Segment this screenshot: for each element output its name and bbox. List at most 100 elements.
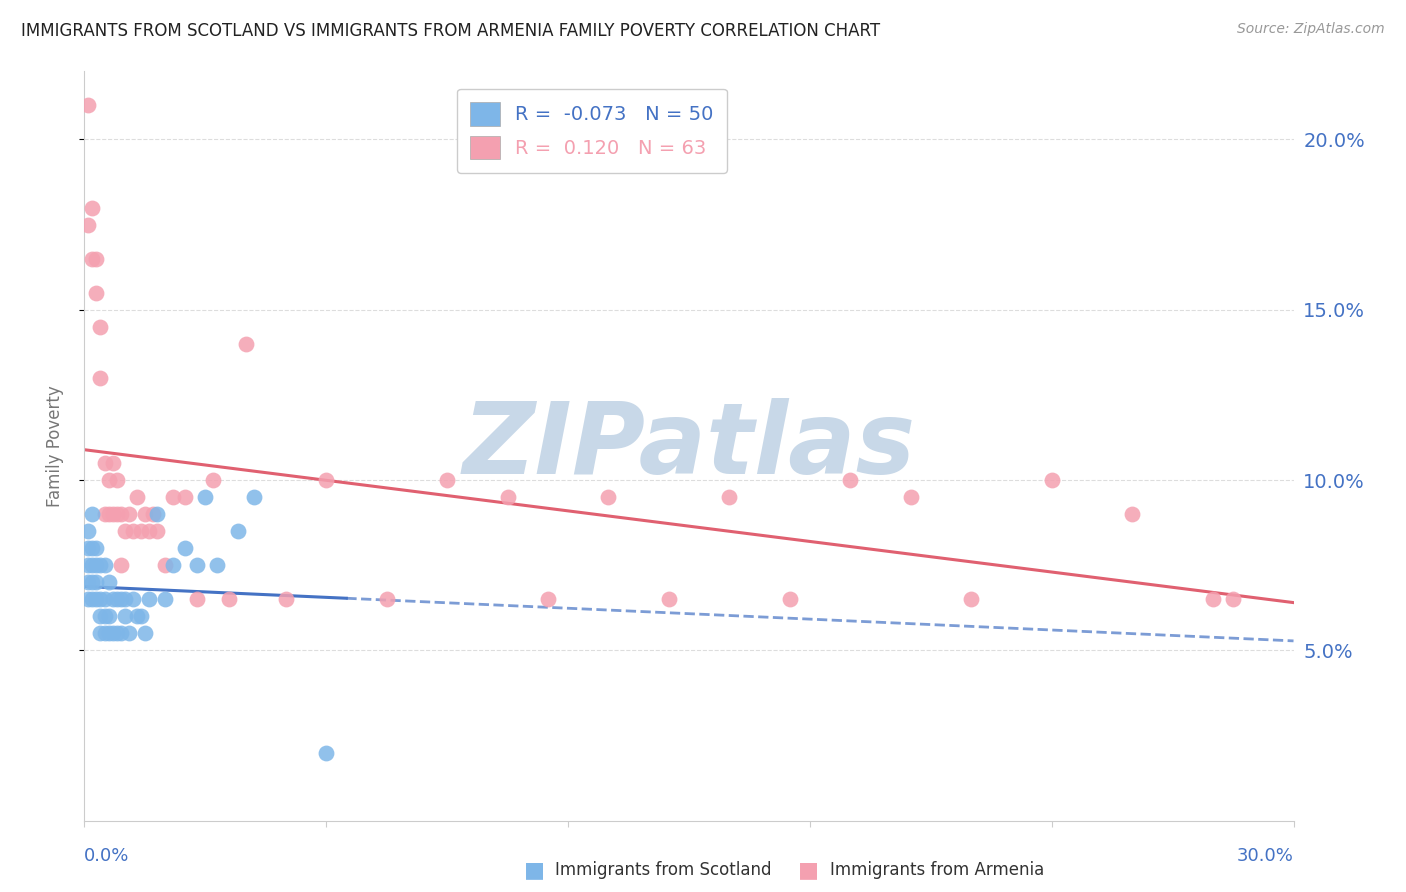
Point bbox=[86, 558, 108, 573]
Point bbox=[77, 218, 100, 232]
Point bbox=[162, 490, 184, 504]
Y-axis label: Family Poverty: Family Poverty bbox=[45, 385, 63, 507]
Point bbox=[110, 558, 132, 573]
Point bbox=[174, 541, 197, 556]
Point bbox=[77, 558, 100, 573]
Point bbox=[82, 201, 104, 215]
Point bbox=[658, 592, 681, 607]
Point bbox=[1040, 473, 1063, 487]
Point bbox=[86, 575, 108, 590]
Text: IMMIGRANTS FROM SCOTLAND VS IMMIGRANTS FROM ARMENIA FAMILY POVERTY CORRELATION C: IMMIGRANTS FROM SCOTLAND VS IMMIGRANTS F… bbox=[21, 22, 880, 40]
Point bbox=[839, 473, 862, 487]
Point bbox=[315, 473, 337, 487]
Point bbox=[202, 473, 225, 487]
Point bbox=[1202, 592, 1225, 607]
Point bbox=[1222, 592, 1244, 607]
Text: Immigrants from Scotland: Immigrants from Scotland bbox=[555, 861, 772, 879]
Text: 30.0%: 30.0% bbox=[1237, 847, 1294, 865]
Point bbox=[101, 507, 124, 521]
Point bbox=[375, 592, 398, 607]
Point bbox=[82, 558, 104, 573]
Point bbox=[138, 524, 160, 538]
Point bbox=[496, 490, 519, 504]
Point bbox=[77, 524, 100, 538]
Point bbox=[186, 592, 208, 607]
Point bbox=[89, 319, 111, 334]
Text: ■: ■ bbox=[524, 860, 544, 880]
Point bbox=[97, 507, 120, 521]
Point bbox=[77, 541, 100, 556]
Point bbox=[86, 592, 108, 607]
Point bbox=[89, 592, 111, 607]
Point bbox=[82, 541, 104, 556]
Point bbox=[114, 592, 136, 607]
Point bbox=[134, 507, 156, 521]
Point bbox=[89, 626, 111, 640]
Point bbox=[186, 558, 208, 573]
Point bbox=[207, 558, 229, 573]
Point bbox=[162, 558, 184, 573]
Point bbox=[153, 592, 176, 607]
Point bbox=[77, 592, 100, 607]
Text: Source: ZipAtlas.com: Source: ZipAtlas.com bbox=[1237, 22, 1385, 37]
Point bbox=[598, 490, 620, 504]
Point bbox=[82, 575, 104, 590]
Point bbox=[97, 626, 120, 640]
Text: ZIPatlas: ZIPatlas bbox=[463, 398, 915, 494]
Point bbox=[114, 609, 136, 624]
Point bbox=[101, 592, 124, 607]
Point bbox=[315, 746, 337, 760]
Point bbox=[93, 609, 115, 624]
Point bbox=[105, 626, 128, 640]
Point bbox=[77, 98, 100, 112]
Point bbox=[86, 541, 108, 556]
Point bbox=[97, 473, 120, 487]
Point bbox=[101, 456, 124, 470]
Point bbox=[93, 507, 115, 521]
Point bbox=[93, 558, 115, 573]
Point bbox=[93, 456, 115, 470]
Point bbox=[194, 490, 217, 504]
Point bbox=[218, 592, 240, 607]
Point bbox=[118, 507, 141, 521]
Point bbox=[226, 524, 249, 538]
Legend: R =  -0.073   N = 50, R =  0.120   N = 63: R = -0.073 N = 50, R = 0.120 N = 63 bbox=[457, 88, 727, 173]
Point bbox=[105, 592, 128, 607]
Point bbox=[125, 490, 148, 504]
Point bbox=[174, 490, 197, 504]
Point bbox=[89, 558, 111, 573]
Point bbox=[97, 575, 120, 590]
Point bbox=[960, 592, 983, 607]
Point bbox=[125, 609, 148, 624]
Point bbox=[134, 626, 156, 640]
Point bbox=[900, 490, 922, 504]
Point bbox=[89, 371, 111, 385]
Point bbox=[101, 626, 124, 640]
Point bbox=[105, 507, 128, 521]
Point bbox=[537, 592, 560, 607]
Point bbox=[93, 592, 115, 607]
Point bbox=[274, 592, 297, 607]
Point bbox=[82, 252, 104, 266]
Point bbox=[86, 285, 108, 300]
Point bbox=[235, 336, 257, 351]
Point bbox=[142, 507, 165, 521]
Point bbox=[97, 609, 120, 624]
Point bbox=[105, 473, 128, 487]
Point bbox=[146, 524, 169, 538]
Point bbox=[146, 507, 169, 521]
Point bbox=[77, 575, 100, 590]
Point bbox=[1121, 507, 1143, 521]
Point bbox=[121, 592, 143, 607]
Point bbox=[153, 558, 176, 573]
Point bbox=[114, 524, 136, 538]
Point bbox=[129, 524, 152, 538]
Point bbox=[110, 592, 132, 607]
Point bbox=[82, 592, 104, 607]
Point bbox=[110, 507, 132, 521]
Point bbox=[436, 473, 458, 487]
Text: 0.0%: 0.0% bbox=[84, 847, 129, 865]
Point bbox=[82, 507, 104, 521]
Point bbox=[138, 592, 160, 607]
Point bbox=[121, 524, 143, 538]
